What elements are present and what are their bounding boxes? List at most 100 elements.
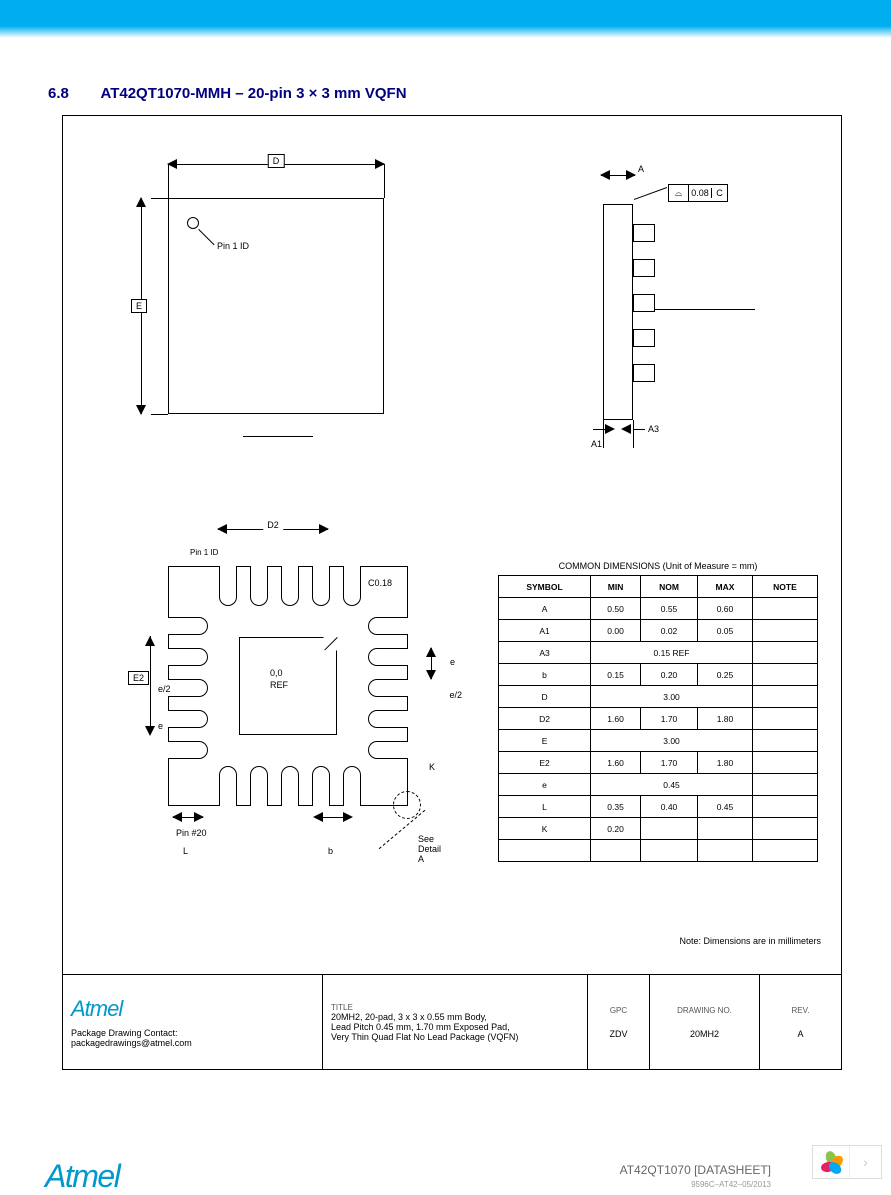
pin1-marker-icon [187,217,199,229]
e-half-label: e/2 [449,690,462,700]
table-cell: 0.40 [641,796,698,818]
side-leader-line [655,309,755,310]
bottom-pin1-label: Pin 1 ID [190,548,218,557]
tb-title-label: TITLE [331,1003,579,1012]
table-row: E3.00 [499,730,818,752]
table-cell: b [499,664,591,686]
tb-rev-value: A [797,1029,803,1039]
table-cell: D2 [499,708,591,730]
table-cell: 0.60 [698,598,753,620]
table-cell: 0.00 [591,620,641,642]
atmel-logo-icon: Atmel [71,996,314,1022]
tb-title-line1: 20MH2, 20-pad, 3 x 3 x 0.55 mm Body, [331,1012,579,1022]
table-cell [641,840,698,862]
exposed-pad: 0,0 REF [239,637,337,735]
table-row: A30.15 REF [499,642,818,664]
table-header: MIN [591,576,641,598]
tb-title-line3: Very Thin Quad Flat No Lead Package (VQF… [331,1032,579,1042]
table-row: D3.00 [499,686,818,708]
width-dim-label: D [268,154,285,168]
table-row: e0.45 [499,774,818,796]
tb-gpc-value: ZDV [610,1029,628,1039]
pad-ref: REF [270,680,288,690]
footer-doc-title: AT42QT1070 [DATASHEET] [620,1163,771,1177]
table-row: A0.500.550.60 [499,598,818,620]
table-cell: 1.80 [698,708,753,730]
table-cell: 0.45 [698,796,753,818]
table-row [499,840,818,862]
thickness-dimension [601,169,635,183]
b-label: b [328,846,333,856]
table-cell: 0.25 [698,664,753,686]
dim-table-title: COMMON DIMENSIONS (Unit of Measure = mm) [498,561,818,571]
table-cell [752,708,817,730]
footer-atmel-logo-icon: Atmel [45,1158,119,1195]
width-dimension: D [168,156,384,172]
table-cell [641,818,698,840]
tb-drawing-value: 20MH2 [690,1029,719,1039]
section-title: AT42QT1070-MMH – 20-pin 3 × 3 mm VQFN [100,85,406,102]
flatness-icon: ⌓ [669,185,689,201]
table-cell [499,840,591,862]
widget-expand-button[interactable]: › [849,1146,881,1178]
section-number: 6.8 [48,85,69,102]
table-cell [752,796,817,818]
table-cell: L [499,796,591,818]
note-text: Note: Dimensions are in millimeters [679,936,821,946]
e-label: e [450,657,455,667]
table-cell: 1.80 [698,752,753,774]
table-row: L0.350.400.45 [499,796,818,818]
table-cell: A1 [499,620,591,642]
pdf-widget[interactable]: › [812,1145,882,1179]
table-cell: 0.35 [591,796,641,818]
table-cell: 0.20 [641,664,698,686]
title-block: Atmel Package Drawing Contact: packagedr… [63,974,841,1069]
table-cell: 1.60 [591,708,641,730]
table-cell [752,840,817,862]
table-header: SYMBOL [499,576,591,598]
tb-drawing-label: DRAWING NO. [677,1006,732,1015]
table-row: A10.000.020.05 [499,620,818,642]
pin1-label: Pin 1 ID [217,241,249,251]
side-body-outline [603,204,633,420]
flatness-tolerance: ⌓ 0.08 C [668,184,728,202]
section-header: 6.8 AT42QT1070-MMH – 20-pin 3 × 3 mm VQF… [48,85,407,102]
table-cell: 0.05 [698,620,753,642]
tb-title-line2: Lead Pitch 0.45 mm, 1.70 mm Exposed Pad, [331,1022,579,1032]
tb-contact-label: Package Drawing Contact: [71,1028,314,1038]
height-dimension: E [133,198,149,414]
pin20-label: Pin #20 [176,828,207,838]
height-dim-label: E [131,299,147,313]
table-row: E21.601.701.80 [499,752,818,774]
page-footer: Atmel AT42QT1070 [DATASHEET] 9596C–AT42–… [0,1108,891,1158]
widget-logo-icon [813,1146,849,1178]
table-cell [752,598,817,620]
table-cell [591,840,641,862]
table-row: b0.150.200.25 [499,664,818,686]
l-label: L [183,846,188,856]
pad-origin: 0,0 [270,668,283,678]
table-cell [698,840,753,862]
table-cell: K [499,818,591,840]
drawing-frame: D Pin 1 ID E A ⌓ 0.08 C [62,115,842,1070]
package-outline: Pin 1 ID [168,198,384,414]
tb-contact-value: packagedrawings@atmel.com [71,1038,314,1048]
package-bottom-view: D2 Pin 1 ID C0.18 0,0 REF [128,516,448,876]
table-header: MAX [698,576,753,598]
table-cell: 0.55 [641,598,698,620]
page-top-bar [0,0,891,38]
table-cell: 0.50 [591,598,641,620]
tb-rev-label: REV. [792,1006,810,1015]
table-cell [752,752,817,774]
dimensions-table-region: COMMON DIMENSIONS (Unit of Measure = mm)… [498,561,818,862]
table-cell [752,620,817,642]
thickness-label: A [638,164,644,174]
table-row: K0.20 [499,818,818,840]
d2-dimension: D2 [218,521,328,537]
dimensions-table: SYMBOLMINNOMMAXNOTE A0.500.550.60A10.000… [498,575,818,862]
table-cell: 1.60 [591,752,641,774]
table-cell [752,664,817,686]
table-cell: E2 [499,752,591,774]
e2-label: E2 [128,671,149,685]
table-header: NOM [641,576,698,598]
